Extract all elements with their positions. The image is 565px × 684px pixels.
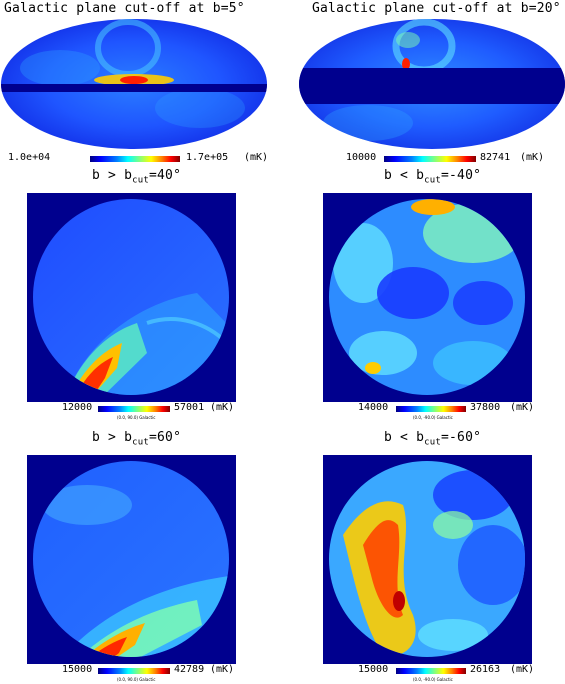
map-title-north60: b > bcut=60° [92,430,182,448]
colorbar-b20 [384,156,476,162]
colorbar-max-south40: 37800 [470,402,501,413]
coordinate-label-north60: (0.0, 90.0) Galactic [117,677,156,682]
polar-map-north40 [27,193,236,402]
map-title-b5: Galactic plane cut-off at b=5° [4,1,245,16]
colorbar-unit-south40: (mK) [510,402,535,413]
colorbar-min-north40: 12000 [62,402,93,413]
colorbar-max-north40: 57001 [174,402,205,413]
colorbar-south60 [396,668,466,674]
colorbar-unit-north60: (mK) [210,664,235,675]
polar-map-south60 [323,455,532,664]
map-title-south40: b < bcut=-40° [384,168,482,186]
polar-map-north60 [27,455,236,664]
colorbar-max-south60: 26163 [470,664,501,675]
colorbar-max-b5: 1.7e+05 [186,152,229,163]
colorbar-unit-south60: (mK) [510,664,535,675]
map-title-b20: Galactic plane cut-off at b=20° [312,1,561,16]
colorbar-unit-north40: (mK) [210,402,235,413]
coordinate-label-south40: (0.0, -90.0) Galactic [413,415,453,420]
colorbar-min-b5: 1.0e+04 [8,152,51,163]
colorbar-north60 [98,668,170,674]
map-title-north40: b > bcut=40° [92,168,182,186]
colorbar-min-north60: 15000 [62,664,93,675]
mollweide-map-b5 [1,19,267,149]
mollweide-map-b20 [299,19,565,149]
colorbar-b5 [90,156,180,162]
colorbar-unit-b5: (mK) [244,152,269,163]
colorbar-min-south60: 15000 [358,664,389,675]
colorbar-min-b20: 10000 [346,152,377,163]
polar-map-south40 [323,193,532,402]
colorbar-north40 [98,406,170,412]
colorbar-min-south40: 14000 [358,402,389,413]
colorbar-max-north60: 42789 [174,664,205,675]
colorbar-south40 [396,406,466,412]
colorbar-max-b20: 82741 [480,152,511,163]
map-title-south60: b < bcut=-60° [384,430,482,448]
coordinate-label-north40: (0.0, 90.0) Galactic [117,415,156,420]
coordinate-label-south60: (0.0, -90.0) Galactic [413,677,453,682]
colorbar-unit-b20: (mK) [520,152,545,163]
